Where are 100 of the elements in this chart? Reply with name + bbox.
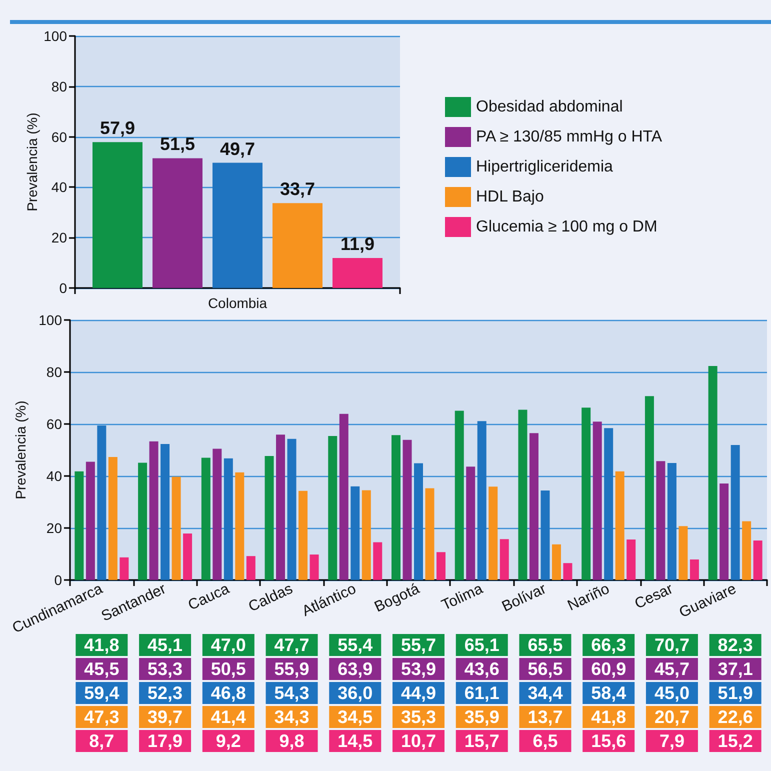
y-tick-label: 20 (46, 520, 62, 536)
data-label: 44,9 (400, 683, 436, 703)
data-label: 10,7 (400, 731, 436, 751)
bar (138, 462, 148, 580)
bar (287, 438, 296, 580)
data-label: 41,4 (210, 707, 246, 727)
bar (644, 396, 654, 580)
y-tick-label: 60 (51, 128, 68, 145)
x-tick-label: Cauca (186, 580, 233, 614)
data-label: 47,0 (210, 635, 246, 655)
data-label: 37,1 (718, 659, 753, 679)
bar (272, 203, 322, 288)
data-label: 34,4 (528, 683, 563, 703)
data-label: 13,7 (528, 707, 563, 727)
y-tick-label: 80 (51, 78, 68, 94)
bar (108, 457, 118, 580)
bar (742, 521, 752, 580)
y-tick-label: 60 (46, 416, 62, 432)
bar (656, 461, 666, 580)
data-label: 61,1 (464, 683, 500, 703)
bar (592, 422, 602, 580)
bar (149, 441, 158, 580)
bar (392, 435, 400, 580)
y-tick-label: 80 (46, 364, 62, 380)
bar (201, 458, 210, 580)
data-label: 45,7 (654, 659, 690, 679)
y-tick-label: 40 (51, 179, 68, 196)
bar (212, 162, 262, 288)
bar (488, 486, 498, 580)
data-label: 11,9 (340, 234, 375, 254)
bar (730, 445, 740, 580)
bar (362, 490, 371, 580)
bar (328, 436, 338, 580)
x-tick-label: Colombia (208, 295, 268, 311)
data-label: 50,5 (210, 659, 246, 679)
data-label: 41,8 (84, 635, 120, 655)
data-label: 55,9 (274, 659, 310, 679)
data-label: 15,2 (718, 731, 753, 751)
bar (540, 490, 550, 580)
data-label: 82,3 (718, 635, 753, 655)
data-label: 53,3 (148, 659, 183, 679)
bar (518, 410, 528, 580)
legend-label: HDL Bajo (476, 188, 544, 206)
x-tick-label: Cesar (632, 580, 676, 613)
bar (152, 158, 202, 288)
data-label: 54,3 (274, 683, 310, 703)
y-tick-label: 0 (59, 280, 68, 296)
data-label: 52,3 (148, 683, 183, 703)
data-label: 47,7 (274, 635, 310, 655)
bar (183, 533, 192, 580)
data-label: 56,5 (528, 659, 563, 679)
data-label: 41,8 (591, 707, 626, 727)
x-tick-label: Tolima (439, 580, 486, 614)
y-axis-title: Prevalencia (%) (24, 112, 40, 212)
bar (212, 448, 222, 580)
bar (414, 463, 423, 580)
legend-label: PA ≥ 130/85 mmHg o HTA (476, 128, 662, 146)
data-label: 58,4 (591, 683, 626, 703)
data-label: 70,7 (654, 635, 690, 655)
data-label: 60,9 (591, 659, 626, 679)
bar (86, 462, 95, 580)
data-label: 43,6 (464, 659, 500, 679)
bar (604, 428, 614, 580)
data-label: 7,9 (659, 731, 684, 751)
bar (172, 476, 181, 580)
bar (74, 471, 84, 580)
bar (264, 456, 274, 580)
data-label: 65,5 (528, 635, 563, 655)
bar (436, 552, 446, 580)
y-tick-label: 40 (46, 468, 62, 484)
data-label: 9,8 (279, 731, 304, 751)
data-label: 20,7 (654, 707, 690, 727)
bar (563, 563, 572, 580)
data-label: 34,5 (338, 707, 373, 727)
data-label: 47,3 (84, 707, 120, 727)
bar (120, 557, 129, 580)
data-label: 15,6 (591, 731, 626, 751)
data-label: 15,7 (464, 731, 500, 751)
y-tick-label: 100 (38, 312, 62, 328)
data-label: 17,9 (148, 731, 183, 751)
bar (276, 434, 286, 580)
data-label: 45,1 (148, 635, 183, 655)
bar (667, 463, 676, 580)
bar (425, 488, 434, 580)
bar (224, 458, 233, 580)
bar (626, 539, 636, 580)
data-label: 65,1 (464, 635, 500, 655)
bar (477, 421, 486, 580)
data-label: 45,5 (84, 659, 120, 679)
y-tick-label: 0 (54, 572, 62, 588)
data-label: 34,3 (274, 707, 310, 727)
bar (678, 526, 688, 580)
bar (332, 258, 382, 288)
data-label: 35,9 (464, 707, 500, 727)
data-label: 59,4 (84, 683, 120, 703)
bar (373, 542, 382, 580)
bar (615, 471, 624, 580)
data-label: 49,7 (220, 138, 256, 159)
data-label: 9,2 (216, 731, 241, 751)
x-tick-label: Nariño (564, 580, 612, 614)
